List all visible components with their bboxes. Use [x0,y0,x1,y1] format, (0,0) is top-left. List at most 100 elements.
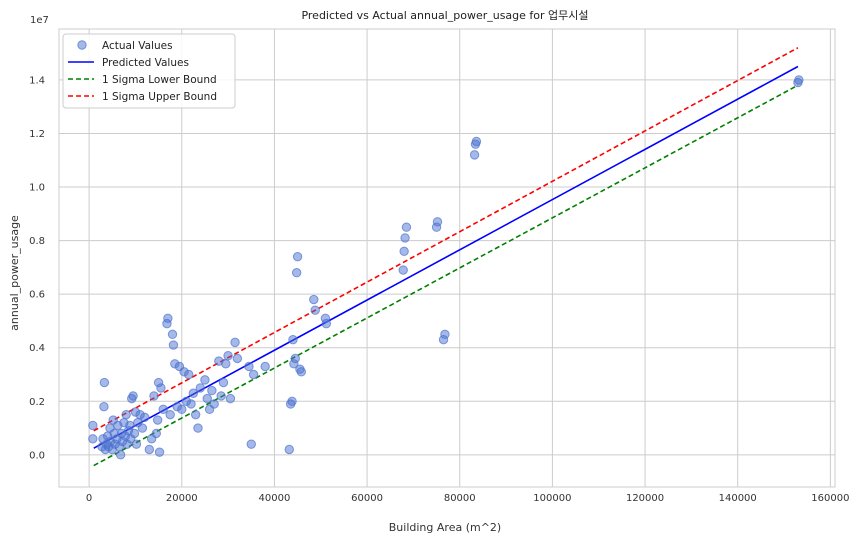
actual-point [144,444,155,455]
actual-point [310,305,320,315]
y-tick-label: 1.0 [29,183,45,194]
actual-point [163,313,173,323]
y-tick-label: 1.4 [29,75,45,86]
y-tick-label: 0.6 [29,290,45,301]
actual-point [398,265,408,275]
lower-bound-line [93,84,799,467]
actual-point [202,393,212,404]
actual-point [131,439,142,449]
legend-marker-actual [77,40,87,50]
actual-point [288,334,298,345]
actual-point [221,359,231,369]
actual-point [309,294,319,305]
y-tick-label: 0.8 [29,236,45,247]
y-tick-label: 1.2 [29,129,45,140]
actual-point [129,428,140,439]
legend: Actual Values Predicted Values 1 Sigma L… [62,33,236,109]
x-tick-label: 160000 [811,493,849,504]
actual-point [284,444,294,455]
actual-point [432,217,443,227]
actual-point [440,329,450,340]
actual-point [158,404,168,415]
actual-point [115,450,126,460]
x-tick-label: 40000 [259,493,291,504]
actual-point [244,361,254,372]
series-lines [93,47,799,467]
actual-point [223,351,233,361]
actual-point [200,375,210,385]
actual-point [121,409,131,420]
actual-point [193,423,203,433]
actual-point [290,353,300,364]
actual-point [195,383,206,393]
x-tick-label: 60000 [351,493,383,504]
actual-point [399,246,409,257]
actual-point [168,340,179,350]
legend-label-lower: 1 Sigma Lower Bound [102,74,217,86]
actual-point [230,337,240,348]
actual-point [167,329,178,340]
legend-box [62,33,236,109]
chart-title: Predicted vs Actual annual_power_usage f… [301,9,588,22]
actual-point [190,409,201,420]
y-tick-label: 0.2 [29,397,45,408]
actual-point [471,136,482,147]
actual-point [216,391,226,401]
actual-point [154,447,165,457]
actual-point [469,150,480,160]
x-tick-label: 100000 [533,493,571,504]
y-tick-label: 0.0 [29,450,45,461]
actual-point [177,404,187,415]
legend-label-upper: 1 Sigma Upper Bound [102,91,217,103]
actual-point [292,251,303,262]
actual-point [156,383,166,393]
actual-point [149,391,159,401]
x-tick-label: 120000 [626,493,664,504]
actual-point [260,361,270,372]
x-tick-label: 20000 [166,493,198,504]
y-offset-text: 1e7 [30,15,49,26]
y-axis-label: annual_power_usage [8,215,21,331]
actual-point [99,377,110,388]
y-tick-labels: 0.0 0.2 0.4 0.6 0.8 1.0 1.2 1.4 [29,75,45,461]
x-tick-label: 80000 [444,493,476,504]
grid [59,29,835,487]
legend-label-actual: Actual Values [102,40,173,52]
actual-point [140,412,150,423]
actual-point [137,423,148,433]
predicted-line [93,65,799,449]
actual-point [794,75,804,85]
actual-point [287,396,297,406]
actual-point [209,399,219,409]
x-axis-label: Building Area (m^2) [389,521,501,534]
actual-point [99,401,109,412]
actual-point [401,222,412,232]
legend-label-predicted: Predicted Values [102,57,189,69]
upper-bound-line [93,47,799,432]
x-tick-labels: 0 20000 40000 60000 80000 100000 120000 140000 1… [86,493,850,504]
x-tick-label: 140000 [719,493,757,504]
actual-point [400,233,410,243]
actual-point [218,377,229,388]
actual-point [88,420,98,431]
x-tick-label: 0 [86,493,92,504]
actual-point [321,318,332,329]
actual-point [232,353,243,364]
actual-point [184,369,194,380]
actual-point [188,388,199,398]
actual-point [151,428,161,439]
actual-point [291,268,302,278]
actual-point [225,393,236,404]
actual-point [207,385,217,396]
actual-point [248,369,259,380]
y-tick-label: 0.4 [29,343,45,354]
actual-point [246,439,256,449]
actual-point [152,415,163,425]
actual-point [165,409,175,420]
actual-point [296,367,306,377]
scatter-points [88,75,804,460]
actual-point [186,399,196,409]
actual-point [128,391,138,401]
actual-point [125,420,135,431]
